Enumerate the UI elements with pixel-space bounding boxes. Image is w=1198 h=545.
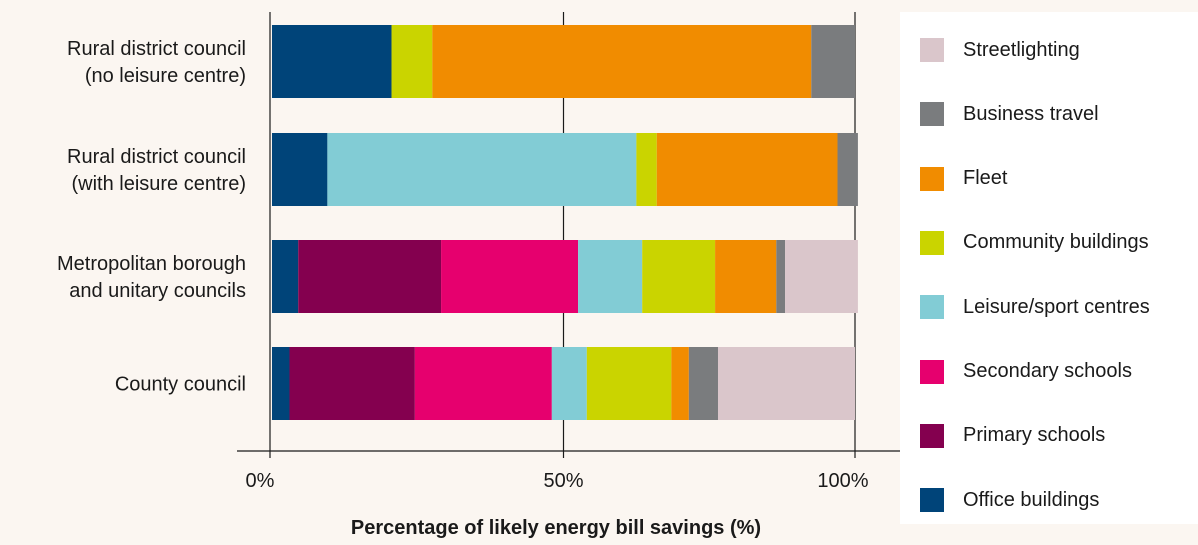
- x-tick-label: 50%: [543, 470, 583, 492]
- bar-segment-fleet-2: [715, 240, 777, 313]
- bar-segment-office-buildings-1: [272, 133, 328, 206]
- legend-item-secondary-schools: Secondary schools: [900, 352, 1198, 392]
- x-tick-label: 0%: [246, 470, 275, 492]
- category-label: Rural district council (with leisure cent…: [67, 146, 246, 195]
- legend-label: Primary schools: [963, 424, 1106, 447]
- bar-segment-community-buildings-1: [636, 133, 657, 206]
- bar-segment-streetlighting-2: [785, 240, 858, 313]
- bar-segment-community-buildings-0: [391, 25, 433, 98]
- category-label: Metropolitan borough and unitary councils: [57, 253, 246, 302]
- bar-segment-fleet-0: [432, 25, 812, 98]
- category-label: County council: [115, 374, 246, 396]
- legend-label: Secondary schools: [963, 360, 1132, 382]
- legend-label: Fleet: [963, 167, 1008, 190]
- legend-label: Streetlighting: [963, 38, 1080, 61]
- legend-swatch: [920, 166, 944, 191]
- legend-item-business-travel: Business travel: [900, 94, 1198, 134]
- legend-label: Leisure/sport centres: [963, 295, 1150, 318]
- legend-swatch: [920, 423, 944, 448]
- x-axis-title: Percentage of likely energy bill savings…: [351, 517, 761, 539]
- legend: Streetlighting Business travel Fleet Commun…: [900, 12, 1198, 524]
- bar-segment-business-travel-2: [776, 240, 786, 313]
- bar-segment-streetlighting-3: [717, 347, 855, 420]
- bar-segment-business-travel-3: [688, 347, 718, 420]
- bar-segment-fleet-1: [656, 133, 838, 206]
- legend-swatch: [920, 230, 944, 255]
- bar-segment-community-buildings-2: [642, 240, 716, 313]
- x-tick-label: 100%: [817, 470, 868, 492]
- bar-segment-leisure-sport-centres-2: [578, 240, 643, 313]
- legend-item-streetlighting: Streetlighting: [900, 30, 1198, 70]
- bar-segment-secondary-schools-2: [441, 240, 579, 313]
- bar-segment-leisure-sport-centres-1: [327, 133, 637, 206]
- legend-swatch: [920, 295, 944, 320]
- legend-label: Business travel: [963, 102, 1099, 125]
- legend-item-leisure-sport-centres: Leisure/sport centres: [900, 287, 1198, 327]
- legend-item-office-buildings: Office buildings: [900, 480, 1198, 520]
- bar-segment-secondary-schools-3: [414, 347, 552, 420]
- legend-swatch: [920, 488, 944, 513]
- bar-segment-primary-schools-3: [289, 347, 415, 420]
- bar-segment-community-buildings-3: [586, 347, 672, 420]
- legend-label: Office buildings: [963, 488, 1100, 511]
- bar-segment-primary-schools-2: [298, 240, 442, 313]
- legend-swatch: [920, 359, 944, 384]
- x-axis: 0% 50% 100%: [237, 12, 900, 492]
- bar-segment-office-buildings-3: [272, 347, 290, 420]
- category-label: Rural district council (no leisure centre…: [67, 38, 246, 87]
- legend-swatch: [920, 38, 944, 62]
- legend-item-community-buildings: Community buildings: [900, 223, 1198, 263]
- stacked-bar-chart: 0% 50% 100% Rural district council (no leis…: [57, 12, 900, 539]
- legend-item-primary-schools: Primary schools: [900, 416, 1198, 456]
- bar-segment-business-travel-1: [837, 133, 858, 206]
- bar-segment-business-travel-0: [811, 25, 855, 98]
- bars: [272, 25, 858, 420]
- bar-segment-leisure-sport-centres-3: [551, 347, 587, 420]
- legend-item-fleet: Fleet: [900, 159, 1198, 199]
- legend-label: Community buildings: [963, 231, 1149, 254]
- bar-segment-fleet-3: [671, 347, 689, 420]
- category-labels: Rural district council (no leisure centre…: [57, 38, 246, 396]
- legend-swatch: [920, 102, 944, 127]
- bar-segment-office-buildings-0: [272, 25, 392, 98]
- bar-segment-office-buildings-2: [272, 240, 299, 313]
